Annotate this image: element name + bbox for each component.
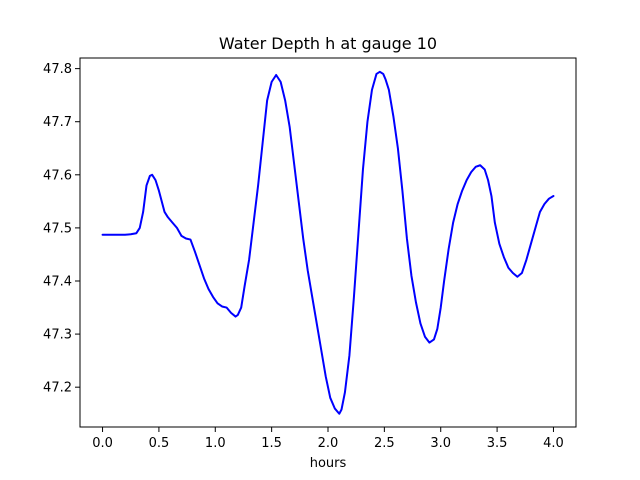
series-line-0 xyxy=(101,70,555,415)
y-tick-label: 47.7 xyxy=(43,115,72,130)
x-axis: 0.0 0.5 1.0 1.5 2.0 2.5 3.0 3.5 4.0 xyxy=(92,427,564,451)
x-axis-label: hours xyxy=(310,456,347,471)
y-tick-label: 47.6 xyxy=(43,168,72,183)
y-tick-label: 47.5 xyxy=(43,221,72,236)
chart-title: Water Depth h at gauge 10 xyxy=(219,34,437,53)
x-tick-label: 2.0 xyxy=(318,436,339,451)
y-tick-label: 47.8 xyxy=(43,62,72,77)
x-tick-label: 3.0 xyxy=(430,436,451,451)
y-axis: 47.2 47.3 47.4 47.5 47.6 47.7 47.8 xyxy=(43,62,80,396)
x-tick-label: 3.5 xyxy=(487,436,508,451)
x-tick-label: 4.0 xyxy=(543,436,564,451)
plot-frame xyxy=(79,57,577,428)
x-tick-label: 0.5 xyxy=(149,436,170,451)
y-tick-label: 47.3 xyxy=(43,328,72,343)
y-tick-label: 47.2 xyxy=(43,381,72,396)
x-tick-label: 1.0 xyxy=(205,436,226,451)
x-tick-label: 1.5 xyxy=(261,436,282,451)
y-tick-label: 47.4 xyxy=(43,274,72,289)
x-tick-label: 0.0 xyxy=(92,436,113,451)
x-tick-label: 2.5 xyxy=(374,436,395,451)
plot-area xyxy=(101,70,555,415)
